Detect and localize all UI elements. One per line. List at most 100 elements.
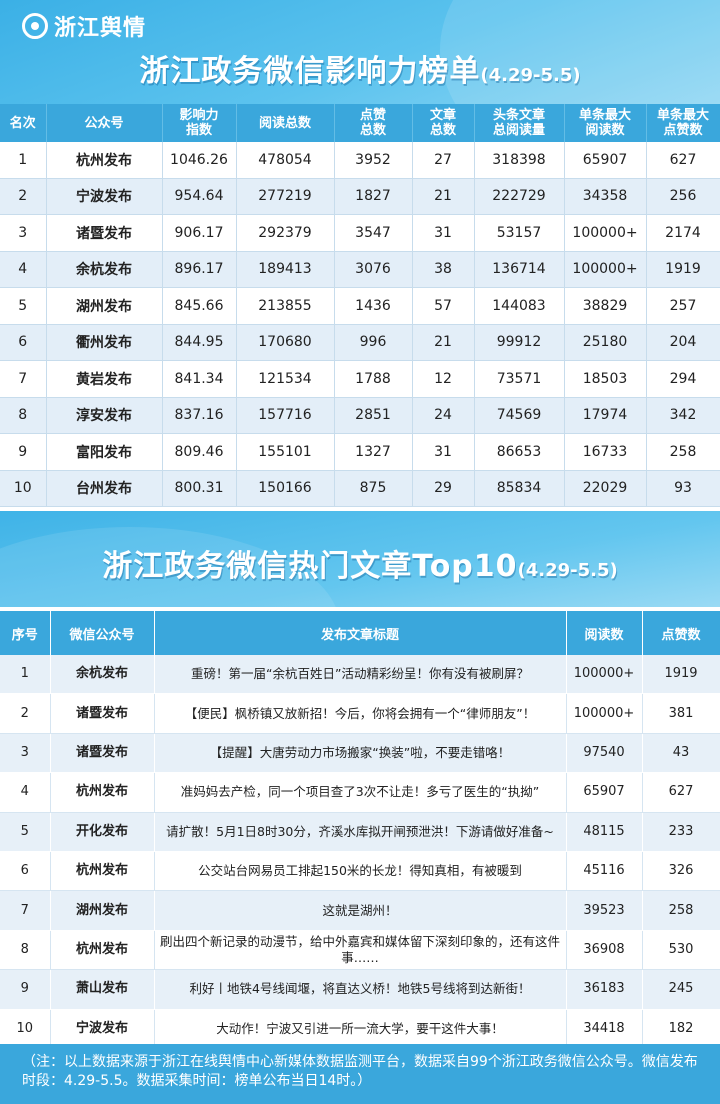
influence-index-cell: 837.16: [162, 397, 237, 434]
influence-index-cell: 1046.26: [162, 142, 237, 179]
max-reads-cell: 18503: [564, 360, 647, 398]
reads-cell: 97540: [566, 733, 643, 774]
ranking-row: 7 黄岩发布 841.34 121534 1788 12 73571 18503 294: [0, 360, 720, 398]
article-title-cell: 重磅！第一届“余杭百姓日”活动精彩纷呈！你有没有被刷屏？: [154, 655, 567, 695]
headline-reads-cell: 53157: [474, 214, 565, 252]
influence-index-cell: 841.34: [162, 360, 237, 398]
max-reads-cell: 38829: [564, 287, 647, 325]
ranking-col-header: 单条最大 点赞数: [646, 104, 720, 142]
article-count-cell: 12: [412, 360, 475, 398]
total-likes-cell: 3952: [334, 142, 413, 179]
top-articles-header-row: 序号 微信公众号 发布文章标题 阅读数 点赞数: [0, 611, 720, 655]
article-row: 10 宁波发布 大动作！宁波又引进一所一流大学，要干这件大事！ 34418 182: [0, 1009, 720, 1049]
max-likes-cell: 1919: [646, 251, 720, 288]
article-title-cell: 这就是湖州！: [154, 890, 567, 931]
ranking-col-header: 阅读总数: [236, 104, 335, 142]
account-cell: 诸暨发布: [50, 733, 155, 774]
account-cell: 萧山发布: [50, 969, 155, 1010]
article-row: 8 杭州发布 刷出四个新记录的动漫节，给中外嘉宾和媒体留下深刻印象的，还有这件事………: [0, 930, 720, 971]
ranking-col-header: 头条文章 总阅读量: [474, 104, 565, 142]
data-source-note: （注：以上数据来源于浙江在线舆情中心新媒体数据监测平台，数据采自99个浙江政务微…: [0, 1044, 720, 1104]
reads-cell: 48115: [566, 812, 643, 852]
total-reads-cell: 292379: [236, 214, 335, 252]
article-count-cell: 31: [412, 214, 475, 252]
ranking-col-header: 单条最大 阅读数: [564, 104, 647, 142]
max-reads-cell: 100000+: [564, 214, 647, 252]
headline-reads-cell: 136714: [474, 251, 565, 288]
total-reads-cell: 150166: [236, 470, 335, 507]
ranking-row: 10 台州发布 800.31 150166 875 29 85834 22029 93: [0, 470, 720, 507]
total-likes-cell: 1327: [334, 433, 413, 471]
account-cell: 余杭发布: [50, 655, 155, 695]
article-count-cell: 29: [412, 470, 475, 507]
rank-cell: 3: [0, 733, 51, 774]
ranking-table: 名次 公众号 影响力 指数 阅读总数 点赞 总数 文章 总数 头条文章 总阅读量 单条最…: [0, 104, 720, 507]
article-row: 1 余杭发布 重磅！第一届“余杭百姓日”活动精彩纷呈！你有没有被刷屏？ 100000+…: [0, 655, 720, 695]
total-reads-cell: 189413: [236, 251, 335, 288]
total-likes-cell: 875: [334, 470, 413, 507]
top-articles-header-banner: 浙江政务微信热门文章Top10(4.29-5.5): [0, 511, 720, 607]
total-likes-cell: 1788: [334, 360, 413, 398]
headline-reads-cell: 86653: [474, 433, 565, 471]
total-likes-cell: 3547: [334, 214, 413, 252]
likes-cell: 245: [642, 969, 720, 1010]
zhejiang-yuqing-logo-icon: [22, 13, 48, 39]
account-cell: 衢州发布: [46, 324, 163, 361]
max-reads-cell: 100000+: [564, 251, 647, 288]
headline-reads-cell: 73571: [474, 360, 565, 398]
ranking-row: 3 诸暨发布 906.17 292379 3547 31 53157 100000+ 2174: [0, 214, 720, 252]
top-articles-col-header: 序号: [0, 611, 51, 655]
likes-cell: 627: [642, 772, 720, 813]
article-row: 2 诸暨发布 【便民】枫桥镇又放新招！今后，你将会拥有一个“律师朋友”！ 100000…: [0, 693, 720, 734]
ranking-row: 6 衢州发布 844.95 170680 996 21 99912 25180 204: [0, 324, 720, 361]
top-articles-col-header: 微信公众号: [50, 611, 155, 655]
likes-cell: 326: [642, 851, 720, 892]
article-count-cell: 27: [412, 142, 475, 179]
total-reads-cell: 213855: [236, 287, 335, 325]
rank-cell: 2: [0, 178, 47, 215]
rank-cell: 7: [0, 890, 51, 931]
top-articles-title-text: 浙江政务微信热门文章Top10: [102, 549, 518, 584]
account-cell: 杭州发布: [50, 772, 155, 813]
influence-index-cell: 906.17: [162, 214, 237, 252]
article-count-cell: 21: [412, 324, 475, 361]
article-count-cell: 57: [412, 287, 475, 325]
total-reads-cell: 170680: [236, 324, 335, 361]
max-reads-cell: 22029: [564, 470, 647, 507]
ranking-header-banner: 浙江舆情 浙江政务微信影响力榜单(4.29-5.5): [0, 0, 720, 104]
account-cell: 宁波发布: [50, 1009, 155, 1049]
max-likes-cell: 204: [646, 324, 720, 361]
ranking-row: 9 富阳发布 809.46 155101 1327 31 86653 16733 258: [0, 433, 720, 471]
account-cell: 开化发布: [50, 812, 155, 852]
account-cell: 湖州发布: [46, 287, 163, 325]
logo-text: 浙江舆情: [54, 16, 147, 41]
ranking-row: 5 湖州发布 845.66 213855 1436 57 144083 38829 257: [0, 287, 720, 325]
influence-index-cell: 800.31: [162, 470, 237, 507]
account-cell: 宁波发布: [46, 178, 163, 215]
top-articles-col-header: 点赞数: [642, 611, 720, 655]
article-title-cell: 大动作！宁波又引进一所一流大学，要干这件大事！: [154, 1009, 567, 1049]
headline-reads-cell: 85834: [474, 470, 565, 507]
article-title-cell: 刷出四个新记录的动漫节，给中外嘉宾和媒体留下深刻印象的，还有这件事……: [154, 930, 567, 971]
article-row: 9 萧山发布 利好丨地铁4号线闻堰，将直达义桥！地铁5号线将到达新街！ 36183 24…: [0, 969, 720, 1010]
article-count-cell: 21: [412, 178, 475, 215]
ranking-title: 浙江政务微信影响力榜单(4.29-5.5): [0, 46, 720, 90]
max-reads-cell: 16733: [564, 433, 647, 471]
likes-cell: 182: [642, 1009, 720, 1049]
ranking-col-header: 文章 总数: [412, 104, 475, 142]
max-likes-cell: 256: [646, 178, 720, 215]
rank-cell: 8: [0, 397, 47, 434]
article-count-cell: 31: [412, 433, 475, 471]
influence-index-cell: 809.46: [162, 433, 237, 471]
rank-cell: 5: [0, 287, 47, 325]
top-articles-period: (4.29-5.5): [517, 560, 618, 581]
reads-cell: 39523: [566, 890, 643, 931]
ranking-col-header: 名次: [0, 104, 47, 142]
max-likes-cell: 2174: [646, 214, 720, 252]
ranking-col-header: 影响力 指数: [162, 104, 237, 142]
total-reads-cell: 155101: [236, 433, 335, 471]
total-likes-cell: 2851: [334, 397, 413, 434]
ranking-title-text: 浙江政务微信影响力榜单: [139, 54, 481, 89]
likes-cell: 43: [642, 733, 720, 774]
